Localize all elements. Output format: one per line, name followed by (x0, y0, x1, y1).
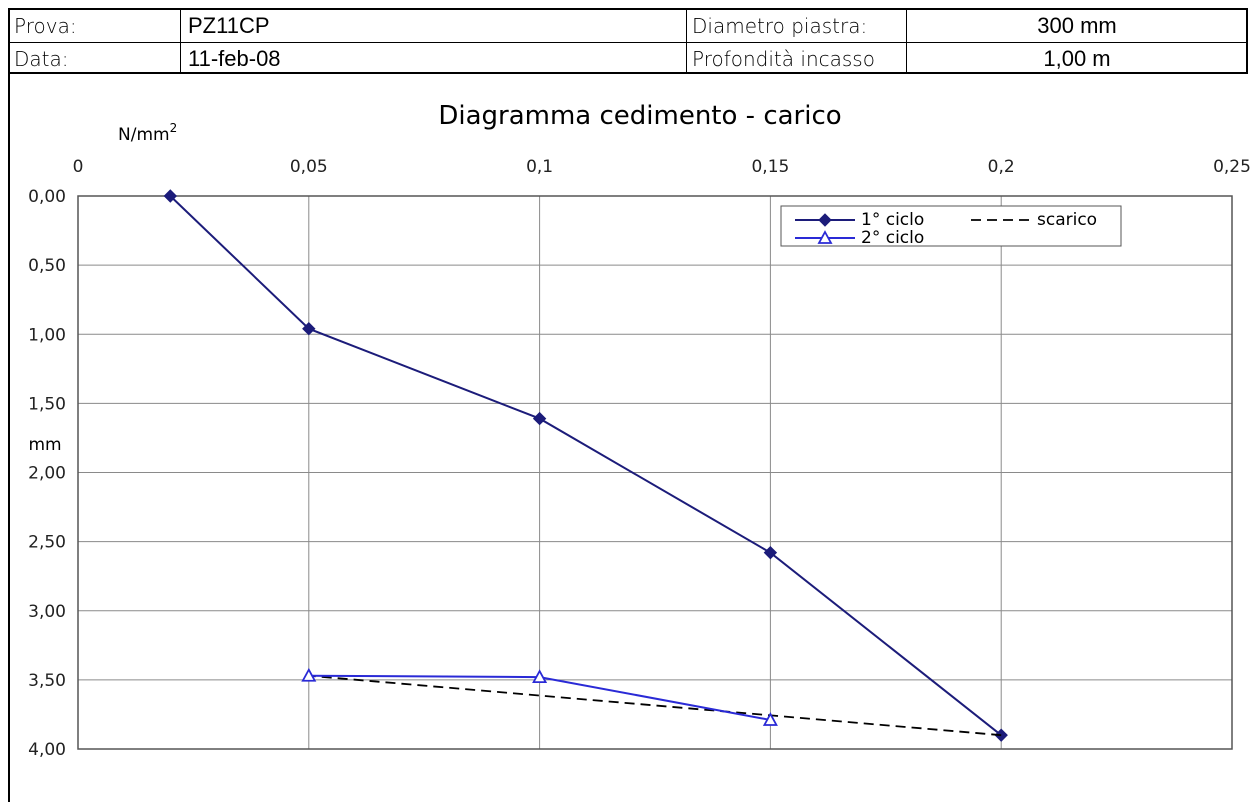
x-tick-label: 0,2 (988, 157, 1015, 177)
y-tick-label: 1,00 (28, 325, 66, 345)
x-tick-label: 0,05 (290, 157, 328, 177)
data-point-1-ciclo (534, 413, 546, 425)
series-line-scarico (309, 676, 1001, 735)
y-tick-label: 1,50 (28, 394, 66, 414)
y-tick-label: 4,00 (28, 740, 66, 760)
legend-label-1-ciclo: 1° ciclo (861, 210, 924, 230)
legend-label-2-ciclo: 2° ciclo (861, 228, 924, 248)
chart-title: Diagramma cedimento - carico (438, 101, 841, 131)
y-tick-label: 0,00 (28, 187, 66, 207)
y-axis-label: mm (28, 435, 61, 455)
x-axis-label: N/mm2 (118, 121, 177, 145)
legend-label-scarico: scarico (1037, 210, 1097, 230)
y-tick-label: 3,00 (28, 602, 66, 622)
y-tick-label: 3,50 (28, 671, 66, 691)
x-tick-label: 0,25 (1213, 157, 1251, 177)
series-line-1-ciclo (170, 196, 1001, 735)
x-tick-label: 0 (73, 157, 84, 177)
y-tick-label: 2,50 (28, 533, 66, 553)
x-tick-label: 0,15 (751, 157, 789, 177)
y-tick-label: 2,00 (28, 464, 66, 484)
x-tick-label: 0,1 (526, 157, 553, 177)
y-tick-label: 0,50 (28, 256, 66, 276)
